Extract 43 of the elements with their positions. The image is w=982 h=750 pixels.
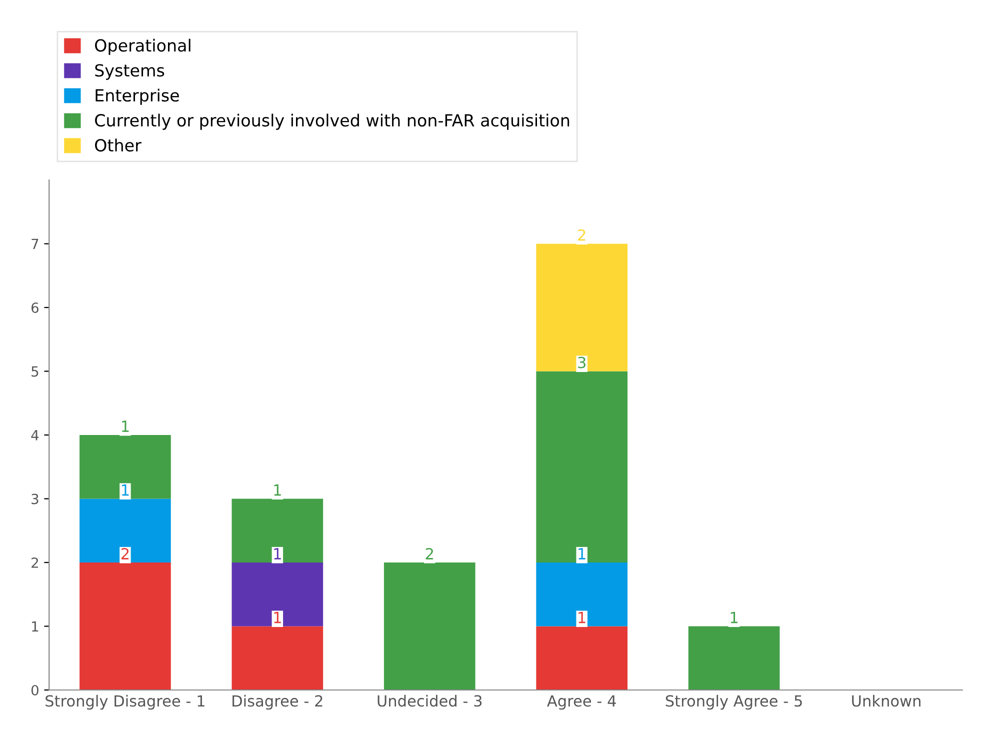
y-tick-label: 5 bbox=[32, 366, 38, 377]
y-tick-label: 4 bbox=[31, 430, 39, 440]
bar bbox=[384, 562, 476, 690]
data-label: 1 bbox=[274, 612, 281, 624]
data-label: 1 bbox=[730, 612, 738, 624]
bar bbox=[232, 626, 324, 690]
bar bbox=[688, 626, 780, 690]
data-label: 1 bbox=[578, 548, 586, 560]
x-tick-label: Agree - 4 bbox=[547, 695, 616, 710]
data-label: 2 bbox=[426, 548, 433, 560]
bar bbox=[80, 562, 171, 690]
bar bbox=[536, 562, 628, 626]
legend-label: Enterprise bbox=[96, 88, 179, 105]
data-label: 1 bbox=[122, 420, 129, 432]
x-tick-label: Strongly Agree - 5 bbox=[666, 694, 802, 710]
bar bbox=[536, 244, 628, 372]
bar bbox=[232, 498, 324, 562]
x-tick-label: Strongly Disagree - 1 bbox=[46, 694, 204, 710]
legend-label: Other bbox=[95, 138, 142, 152]
legend-label: Currently or previously involved with non-FAR acquisition bbox=[95, 114, 570, 130]
data-label: 2 bbox=[578, 229, 586, 241]
bar bbox=[536, 371, 628, 562]
data-label: 1 bbox=[578, 612, 586, 624]
data-label: 1 bbox=[122, 484, 129, 496]
y-tick-label: 0 bbox=[31, 684, 38, 696]
y-tick-label: 3 bbox=[32, 494, 38, 504]
data-label: 1 bbox=[274, 548, 281, 560]
data-label: 3 bbox=[578, 356, 586, 368]
bar bbox=[232, 562, 324, 626]
x-tick-label: Unknown bbox=[852, 694, 920, 707]
y-tick-label: 7 bbox=[32, 238, 38, 250]
data-label: 1 bbox=[274, 484, 281, 496]
data-label: 2 bbox=[121, 548, 129, 560]
y-tick-label: 6 bbox=[32, 302, 39, 313]
bar bbox=[80, 498, 171, 562]
y-tick-label: 1 bbox=[32, 621, 38, 632]
x-tick-label: Disagree - 2 bbox=[232, 694, 322, 710]
bar bbox=[80, 435, 171, 499]
x-tick-label: Undecided - 3 bbox=[378, 694, 482, 707]
legend-label: Systems bbox=[95, 64, 164, 80]
legend-label: Operational bbox=[95, 38, 190, 55]
y-tick-label: 2 bbox=[32, 557, 38, 568]
bar bbox=[536, 626, 628, 690]
